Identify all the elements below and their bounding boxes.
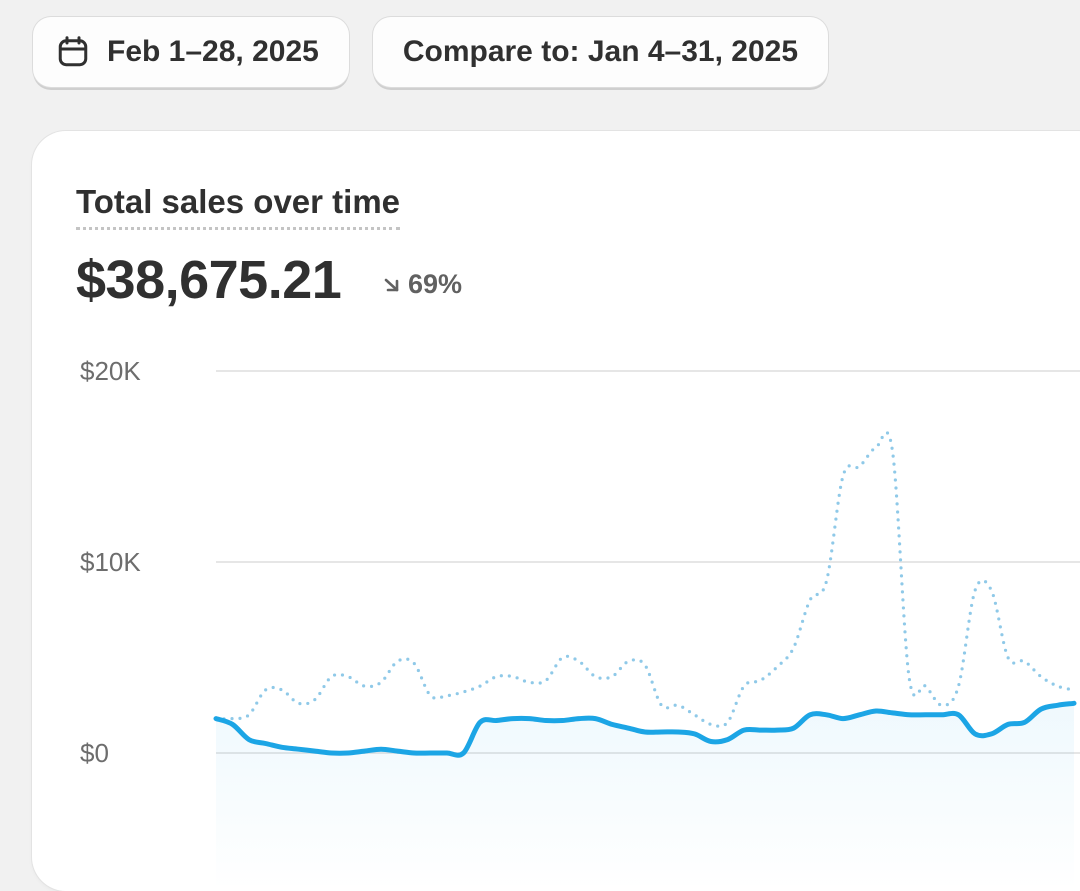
previous-period-line xyxy=(214,431,1076,728)
calendar-icon xyxy=(58,36,88,67)
total-sales-value: $38,675.21 xyxy=(76,250,342,310)
date-range-button[interactable]: Feb 1–28, 2025 xyxy=(33,17,349,87)
y-tick-label: $10K xyxy=(80,547,141,577)
card-title[interactable]: Total sales over time xyxy=(76,183,401,230)
toolbar: Feb 1–28, 2025 Compare to: Jan 4–31, 202… xyxy=(33,17,829,87)
current-period-line xyxy=(213,700,1077,758)
sales-line-chart: $0 $10K $20K xyxy=(80,356,1080,891)
sales-card: Total sales over time $38,675.21 69% $0 $… xyxy=(32,131,1080,891)
y-tick-label: $0 xyxy=(80,738,109,768)
percent-change-value: 69% xyxy=(408,269,463,299)
date-range-label: Feb 1–28, 2025 xyxy=(107,35,319,68)
y-tick-label: $20K xyxy=(80,356,141,386)
current-series-area xyxy=(216,703,1074,891)
compare-button[interactable]: Compare to: Jan 4–31, 2025 xyxy=(372,17,829,87)
arrow-down-right-icon xyxy=(384,278,399,291)
percent-change-badge: 69% xyxy=(382,269,462,300)
compare-label: Compare to: Jan 4–31, 2025 xyxy=(402,35,799,68)
